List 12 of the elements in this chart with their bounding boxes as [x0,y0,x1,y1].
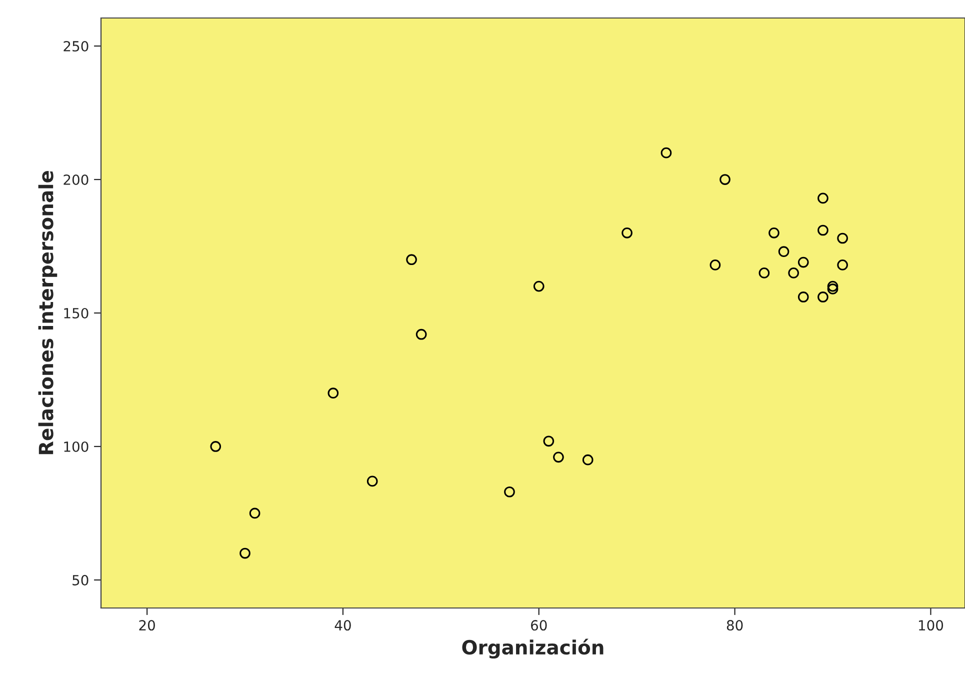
x-tick-label: 40 [334,620,351,631]
y-tick-label: 100 [64,441,88,452]
y-tick-label: 150 [64,308,88,318]
x-tick-label: 100 [918,620,944,631]
y-axis-title: Relaciones interpersonale [38,170,58,454]
x-axis-title: Organización [462,638,604,659]
x-tick-label: 80 [726,620,743,631]
y-tick-label: 50 [72,574,88,586]
y-tick-label: 250 [64,41,88,52]
x-tick-label: 20 [139,620,155,631]
y-tick-label: 200 [64,174,88,185]
x-tick-label: 60 [531,620,547,631]
